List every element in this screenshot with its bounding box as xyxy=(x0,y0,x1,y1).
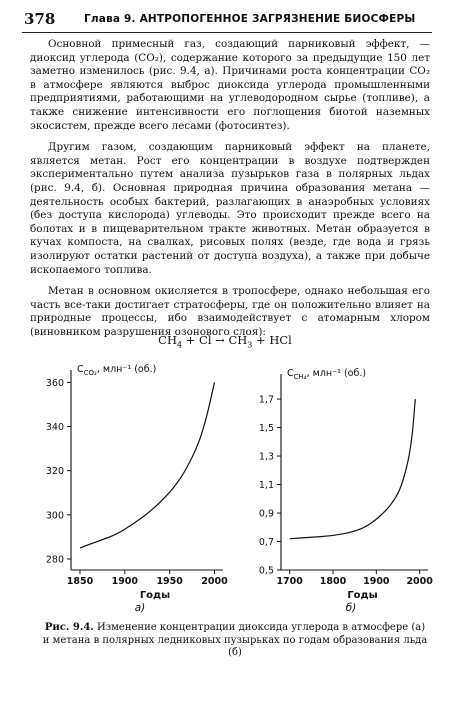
paragraph-methane: Другим газом, создающим парниковый эффек… xyxy=(30,141,430,276)
co2-x-tick-label: 1900 xyxy=(112,576,139,587)
eq-product2: HCl xyxy=(269,333,292,347)
eq-product1: CH xyxy=(228,333,248,347)
page-number: 378 xyxy=(24,10,56,28)
paragraph-co2: Основной примесный газ, создающий парник… xyxy=(30,38,430,132)
ch4-x-tick-label: 2000 xyxy=(406,576,433,587)
ch4-y-axis-title-sub: CH₄ xyxy=(294,373,307,381)
figure-caption: Рис. 9.4. Изменение концентрации диоксид… xyxy=(40,622,430,660)
ch4-y-tick-label: 1,5 xyxy=(259,423,274,434)
chemical-equation: CH4 + Cl → CH3 + HCl xyxy=(0,333,450,349)
co2-panel-label: а) xyxy=(135,602,146,614)
caption-label: Рис. 9.4. xyxy=(44,622,94,633)
ch4-y-axis-title-unit: , млн⁻¹ (об.) xyxy=(307,368,366,379)
co2-y-tick-label: 360 xyxy=(46,378,64,389)
co2-x-axis-title: Годы xyxy=(140,590,170,601)
ch4-y-tick-label: 1,1 xyxy=(259,480,274,491)
co2-y-tick-label: 300 xyxy=(46,510,64,521)
ch4-y-tick-label: 1,7 xyxy=(259,395,274,406)
ch4-y-tick-label: 0,9 xyxy=(259,509,274,520)
ch4-y-tick-label: 1,3 xyxy=(259,452,274,463)
paragraph-oxidation: Метан в основном окисляется в тропосфере… xyxy=(30,285,430,338)
running-header: 378 Глава 9. АНТРОПОГЕННОЕ ЗАГРЯЗНЕНИЕ Б… xyxy=(22,10,432,33)
caption-text: Изменение концентрации диоксида углерода… xyxy=(42,622,428,658)
co2-y-axis-title: CCO₂, млн⁻¹ (об.) xyxy=(77,364,156,377)
ch4-y-axis-title: CCH₄, млн⁻¹ (об.) xyxy=(287,368,366,381)
eq-reactant1: CH xyxy=(158,333,177,347)
co2-y-axis-title-sub: CO₂ xyxy=(84,369,97,377)
eq-plus2: + xyxy=(256,333,266,347)
co2-series-line xyxy=(79,382,216,549)
ch4-series-line xyxy=(289,399,416,540)
ch4-y-tick-label: 0,7 xyxy=(259,537,274,548)
ch4-panel-label: б) xyxy=(346,602,357,614)
ch4-x-tick-label: 1700 xyxy=(276,576,303,587)
ch4-x-tick-label: 1900 xyxy=(363,576,390,587)
co2-x-tick-label: 1950 xyxy=(156,576,183,587)
co2-y-axis-title-unit: , млн⁻¹ (об.) xyxy=(97,364,156,375)
running-title: Глава 9. АНТРОПОГЕННОЕ ЗАГРЯЗНЕНИЕ БИОСФ… xyxy=(84,13,416,25)
body-text: Основной примесный газ, создающий парник… xyxy=(30,38,430,347)
eq-reactant2: Cl xyxy=(199,333,212,347)
ch4-y-tick-label: 0,5 xyxy=(259,566,274,577)
co2-y-tick-label: 320 xyxy=(46,466,64,477)
co2-x-tick-label: 1850 xyxy=(67,576,94,587)
eq-arrow: → xyxy=(215,333,225,347)
eq-plus1: + xyxy=(185,333,196,347)
eq-reactant1-sub: 4 xyxy=(176,340,183,350)
ch4-x-tick-label: 1800 xyxy=(320,576,347,587)
eq-product1-sub: 3 xyxy=(247,340,253,350)
ch4-x-axis-title: Годы xyxy=(347,590,377,601)
co2-y-tick-label: 280 xyxy=(46,554,64,565)
co2-x-tick-label: 2000 xyxy=(201,576,228,587)
co2-y-tick-label: 340 xyxy=(46,422,64,433)
